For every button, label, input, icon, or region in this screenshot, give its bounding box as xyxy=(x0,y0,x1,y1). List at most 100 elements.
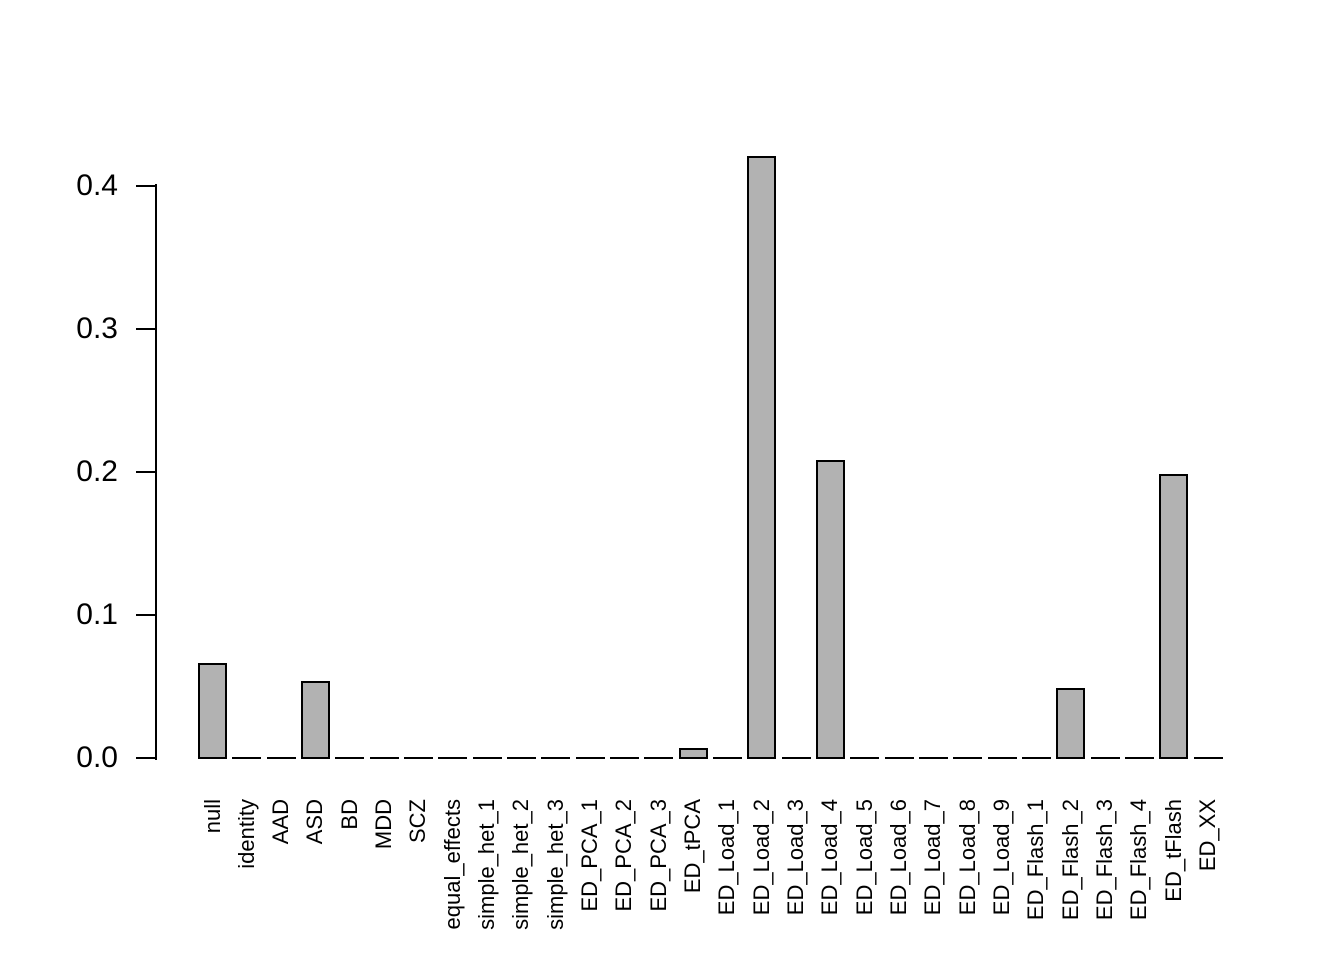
x-tick-label-text: identity xyxy=(233,799,259,869)
x-tick-label-text: ED_Load_9 xyxy=(989,799,1015,916)
x-tick-label-ED_Flash_4: ED_Flash_4 xyxy=(1126,799,1152,959)
bar-ED_PCA_3 xyxy=(644,757,674,759)
x-tick-label-MDD: MDD xyxy=(371,799,397,959)
x-tick-label-text: simple_het_2 xyxy=(508,799,534,930)
bar-ED_Load_7 xyxy=(918,757,948,759)
x-tick-label-ED_Flash_3: ED_Flash_3 xyxy=(1092,799,1118,959)
x-tick-label-text: ED_Flash_1 xyxy=(1023,799,1049,921)
x-tick-label-ASD: ASD xyxy=(302,799,328,959)
y-tick-label: 0.2 xyxy=(76,454,118,488)
bar-ED_Load_9 xyxy=(987,757,1017,759)
x-tick-label-ED_tPCA: ED_tPCA xyxy=(680,799,706,959)
bar-ED_Load_2 xyxy=(747,156,777,759)
x-tick-label-text: ED_Load_3 xyxy=(783,799,809,916)
x-tick-label-text: ED_Load_6 xyxy=(886,799,912,916)
x-tick-label-text: BD xyxy=(336,799,362,830)
x-tick-label-ED_Load_3: ED_Load_3 xyxy=(783,799,809,959)
x-tick-label-text: MDD xyxy=(371,799,397,850)
bar-BD xyxy=(335,757,365,759)
x-tick-label-simple_het_3: simple_het_3 xyxy=(542,799,568,959)
bar-ED_XX xyxy=(1193,757,1223,759)
x-tick-label-simple_het_2: simple_het_2 xyxy=(508,799,534,959)
x-tick-label-BD: BD xyxy=(336,799,362,959)
y-tick-label: 0.4 xyxy=(76,168,118,202)
bar-ED_Load_5 xyxy=(850,757,880,759)
y-tick-mark xyxy=(136,756,157,759)
y-tick-mark xyxy=(136,327,157,330)
bar-ED_tPCA xyxy=(678,748,708,759)
x-tick-label-simple_het_1: simple_het_1 xyxy=(474,799,500,959)
bar-ED_Flash_4 xyxy=(1124,757,1154,759)
x-tick-label-ED_Load_4: ED_Load_4 xyxy=(817,799,843,959)
bar-null xyxy=(198,663,227,759)
bar-ASD xyxy=(300,681,330,759)
x-tick-label-ED_tFlash: ED_tFlash xyxy=(1160,799,1186,959)
x-tick-label-ED_Load_2: ED_Load_2 xyxy=(748,799,774,959)
x-tick-label-text: ED_Load_1 xyxy=(714,799,740,916)
y-tick-label: 0.1 xyxy=(76,597,118,631)
bar-ED_Flash_3 xyxy=(1090,757,1120,759)
bar-ED_tFlash xyxy=(1159,474,1189,759)
bar-ED_Load_6 xyxy=(884,757,914,759)
bar-ED_PCA_2 xyxy=(609,757,639,759)
bar-SCZ xyxy=(403,757,433,759)
x-tick-label-equal_effects: equal_effects xyxy=(439,799,465,959)
x-tick-label-text: ED_Flash_3 xyxy=(1092,799,1118,921)
x-tick-label-identity: identity xyxy=(233,799,259,959)
x-tick-label-ED_Load_6: ED_Load_6 xyxy=(886,799,912,959)
x-tick-label-text: ED_tPCA xyxy=(680,799,706,894)
x-tick-label-ED_Load_8: ED_Load_8 xyxy=(954,799,980,959)
bar-identity xyxy=(232,757,262,759)
x-tick-label-text: equal_effects xyxy=(439,799,465,930)
bar-ED_Load_3 xyxy=(781,757,811,759)
x-tick-label-text: ED_tFlash xyxy=(1160,799,1186,902)
x-tick-label-text: ED_Load_8 xyxy=(954,799,980,916)
x-tick-label-ED_PCA_3: ED_PCA_3 xyxy=(645,799,671,959)
bar-AAD xyxy=(266,757,296,759)
y-tick-mark xyxy=(136,613,157,616)
x-tick-label-ED_Load_5: ED_Load_5 xyxy=(851,799,877,959)
x-tick-label-text: simple_het_3 xyxy=(542,799,568,930)
y-tick-mark xyxy=(136,184,157,187)
x-tick-label-text: AAD xyxy=(268,799,294,845)
bar-simple_het_2 xyxy=(506,757,536,759)
bar-MDD xyxy=(369,757,399,759)
x-tick-label-text: ED_Load_5 xyxy=(851,799,877,916)
bar-ED_PCA_1 xyxy=(575,757,605,759)
x-tick-label-null: null xyxy=(199,799,225,959)
x-tick-label-ED_XX: ED_XX xyxy=(1195,799,1221,959)
x-tick-label-ED_Flash_1: ED_Flash_1 xyxy=(1023,799,1049,959)
y-tick-mark xyxy=(136,470,157,473)
bar-simple_het_1 xyxy=(472,757,502,759)
x-tick-label-text: SCZ xyxy=(405,799,431,843)
x-tick-label-text: ED_Load_7 xyxy=(920,799,946,916)
x-tick-label-text: simple_het_1 xyxy=(474,799,500,930)
y-tick-label: 0.3 xyxy=(76,311,118,345)
x-tick-label-ED_Load_1: ED_Load_1 xyxy=(714,799,740,959)
x-tick-label-text: ED_PCA_3 xyxy=(645,799,671,912)
bar-ED_Flash_2 xyxy=(1056,688,1086,759)
x-tick-label-text: ED_PCA_1 xyxy=(577,799,603,912)
bar-ED_Load_4 xyxy=(815,460,845,759)
y-tick-label: 0.0 xyxy=(76,740,118,774)
x-tick-label-ED_PCA_2: ED_PCA_2 xyxy=(611,799,637,959)
x-tick-label-text: ASD xyxy=(302,799,328,845)
bar-ED_Load_1 xyxy=(712,757,742,759)
x-tick-label-text: ED_Load_4 xyxy=(817,799,843,916)
x-tick-label-ED_Flash_2: ED_Flash_2 xyxy=(1057,799,1083,959)
bar-equal_effects xyxy=(438,757,468,759)
x-tick-label-ED_Load_9: ED_Load_9 xyxy=(989,799,1015,959)
x-tick-label-SCZ: SCZ xyxy=(405,799,431,959)
x-tick-label-text: ED_XX xyxy=(1195,799,1221,872)
x-tick-label-text: ED_Flash_2 xyxy=(1057,799,1083,921)
bar-ED_Flash_1 xyxy=(1021,757,1051,759)
x-tick-label-text: ED_PCA_2 xyxy=(611,799,637,912)
bar-ED_Load_8 xyxy=(953,757,983,759)
x-tick-label-AAD: AAD xyxy=(268,799,294,959)
x-tick-label-text: ED_Flash_4 xyxy=(1126,799,1152,921)
bar-simple_het_3 xyxy=(541,757,571,759)
x-tick-label-text: null xyxy=(199,799,225,834)
x-tick-label-ED_Load_7: ED_Load_7 xyxy=(920,799,946,959)
x-tick-label-text: ED_Load_2 xyxy=(748,799,774,916)
